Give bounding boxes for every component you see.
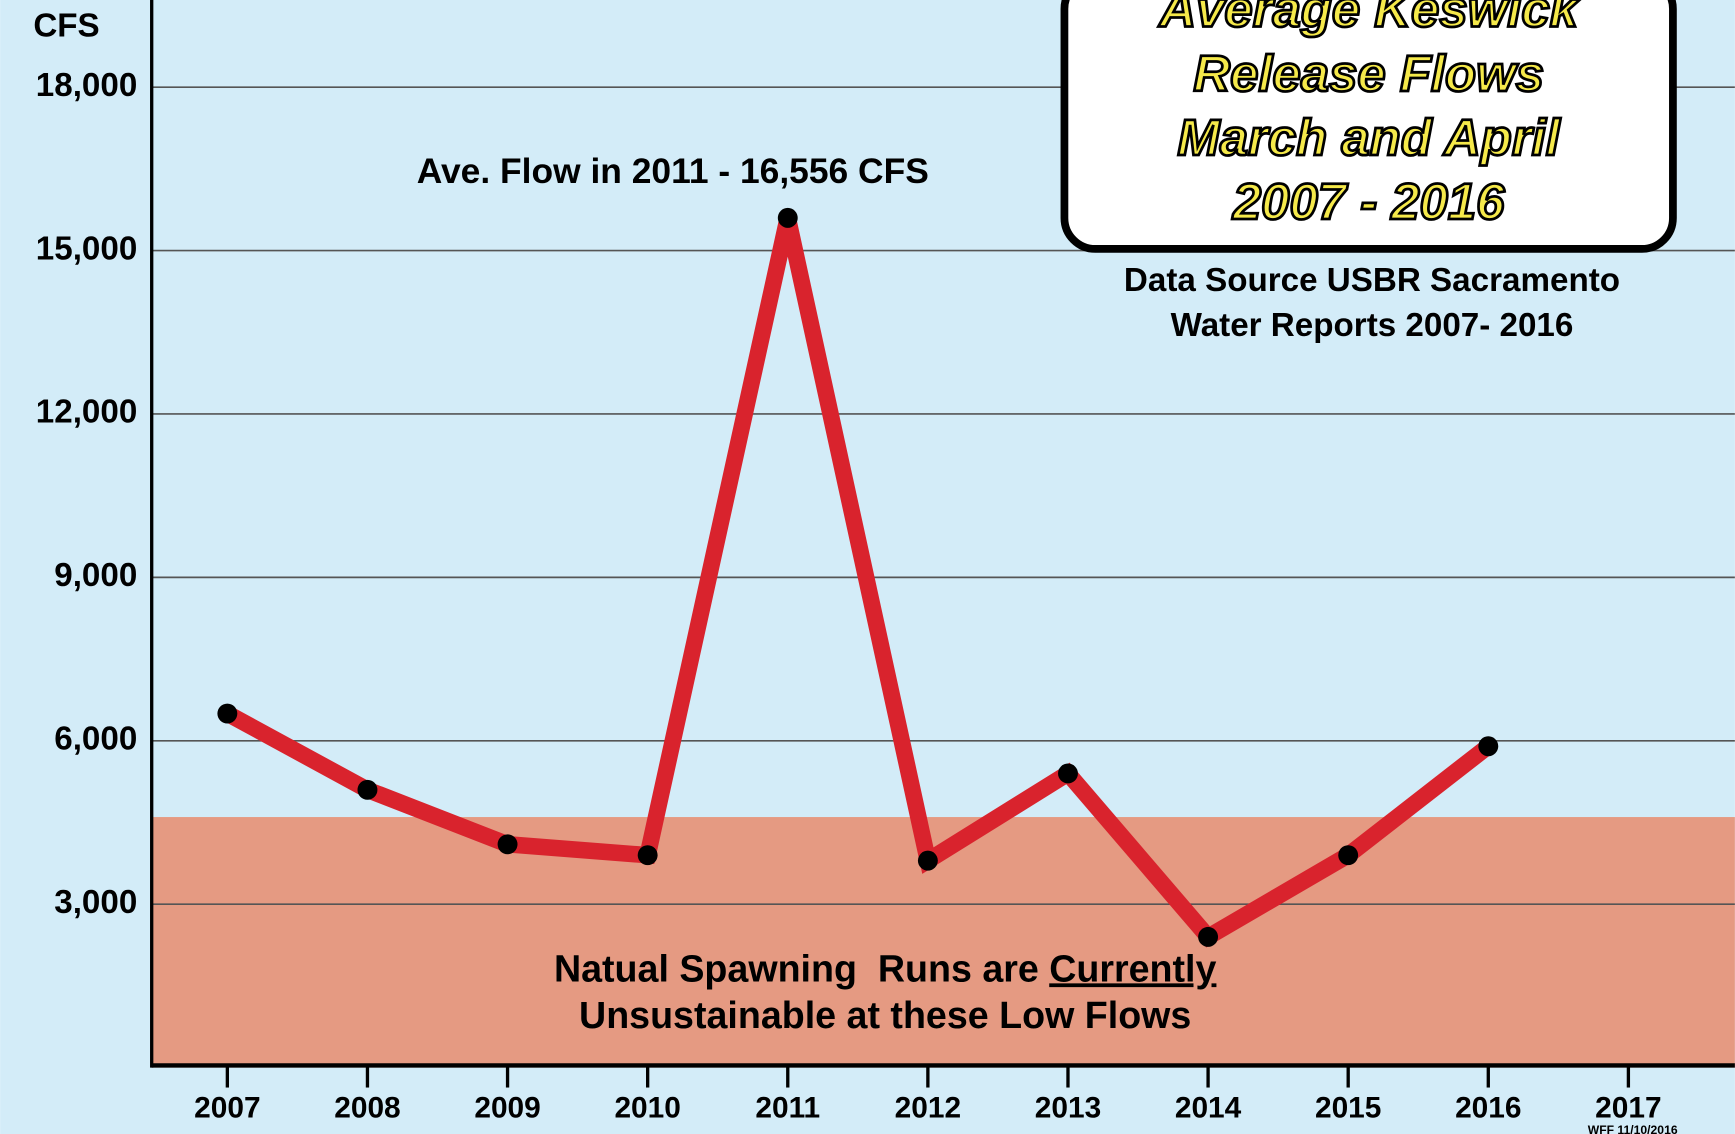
title-box	[1060, 0, 1677, 253]
plot: 2007 2008 2009 2010 2011 2012 2013 2014 2015 2016…	[150, 0, 1735, 1125]
y-tick-label: 6,000	[54, 721, 137, 758]
subtitle: Water Reports 2007- 2016	[1171, 307, 1574, 344]
line	[223, 216, 1494, 948]
subtitle: Data Source USBR Sacramento	[1124, 262, 1620, 299]
x-tick-label: 2017	[1595, 1092, 1661, 1125]
x-tick-label: 2013	[1035, 1092, 1101, 1125]
point	[357, 779, 378, 800]
y-axis-label: CFS	[33, 7, 99, 44]
x-tick-label: 2008	[334, 1092, 400, 1125]
y-tick-label: 9,000	[54, 557, 137, 594]
point	[1338, 845, 1359, 866]
y-tick-label: 15,000	[36, 230, 138, 267]
title: Average Keswick Release Flows March and …	[1156, 0, 1582, 232]
x-tick-label: 2011	[755, 1092, 820, 1125]
point	[1198, 926, 1219, 947]
x-tick-label: 2007	[194, 1092, 260, 1125]
footnote: WFF 11/10/2016	[1588, 1123, 1678, 1134]
band-text: Natual Spawning Runs are Currently	[554, 947, 1217, 989]
x-tick-label: 2012	[895, 1092, 961, 1125]
point	[1058, 763, 1078, 784]
point	[497, 834, 518, 855]
point	[777, 207, 798, 228]
point	[917, 850, 938, 871]
title-line: Average Keswick	[1157, 0, 1580, 38]
point	[637, 845, 658, 866]
x-tick-label: 2015	[1315, 1092, 1381, 1125]
x-tick-label: 2016	[1455, 1092, 1521, 1125]
title-line: 2007 - 2016	[1232, 173, 1505, 230]
y-tick-label: 18,000	[36, 67, 138, 104]
x-tick-label: 2010	[614, 1092, 680, 1125]
x-tick-label: 2009	[474, 1092, 540, 1125]
y-tick-label: 3,000	[54, 884, 137, 921]
band-text-part: Natual Spawning Runs are	[554, 947, 1049, 989]
point	[217, 703, 238, 724]
y-tick-label: 12,000	[36, 394, 138, 431]
x-tick-label: 2014	[1175, 1092, 1242, 1125]
title-line: Release Flows	[1193, 45, 1544, 102]
annotation: Ave. Flow in 2011 - 16,556 CFS	[417, 151, 929, 191]
title-line: March and April	[1177, 109, 1560, 166]
band-text: Unsustainable at these Low Flows	[579, 994, 1191, 1036]
band-text-underlined: Currently	[1049, 947, 1216, 989]
point	[1478, 736, 1499, 757]
